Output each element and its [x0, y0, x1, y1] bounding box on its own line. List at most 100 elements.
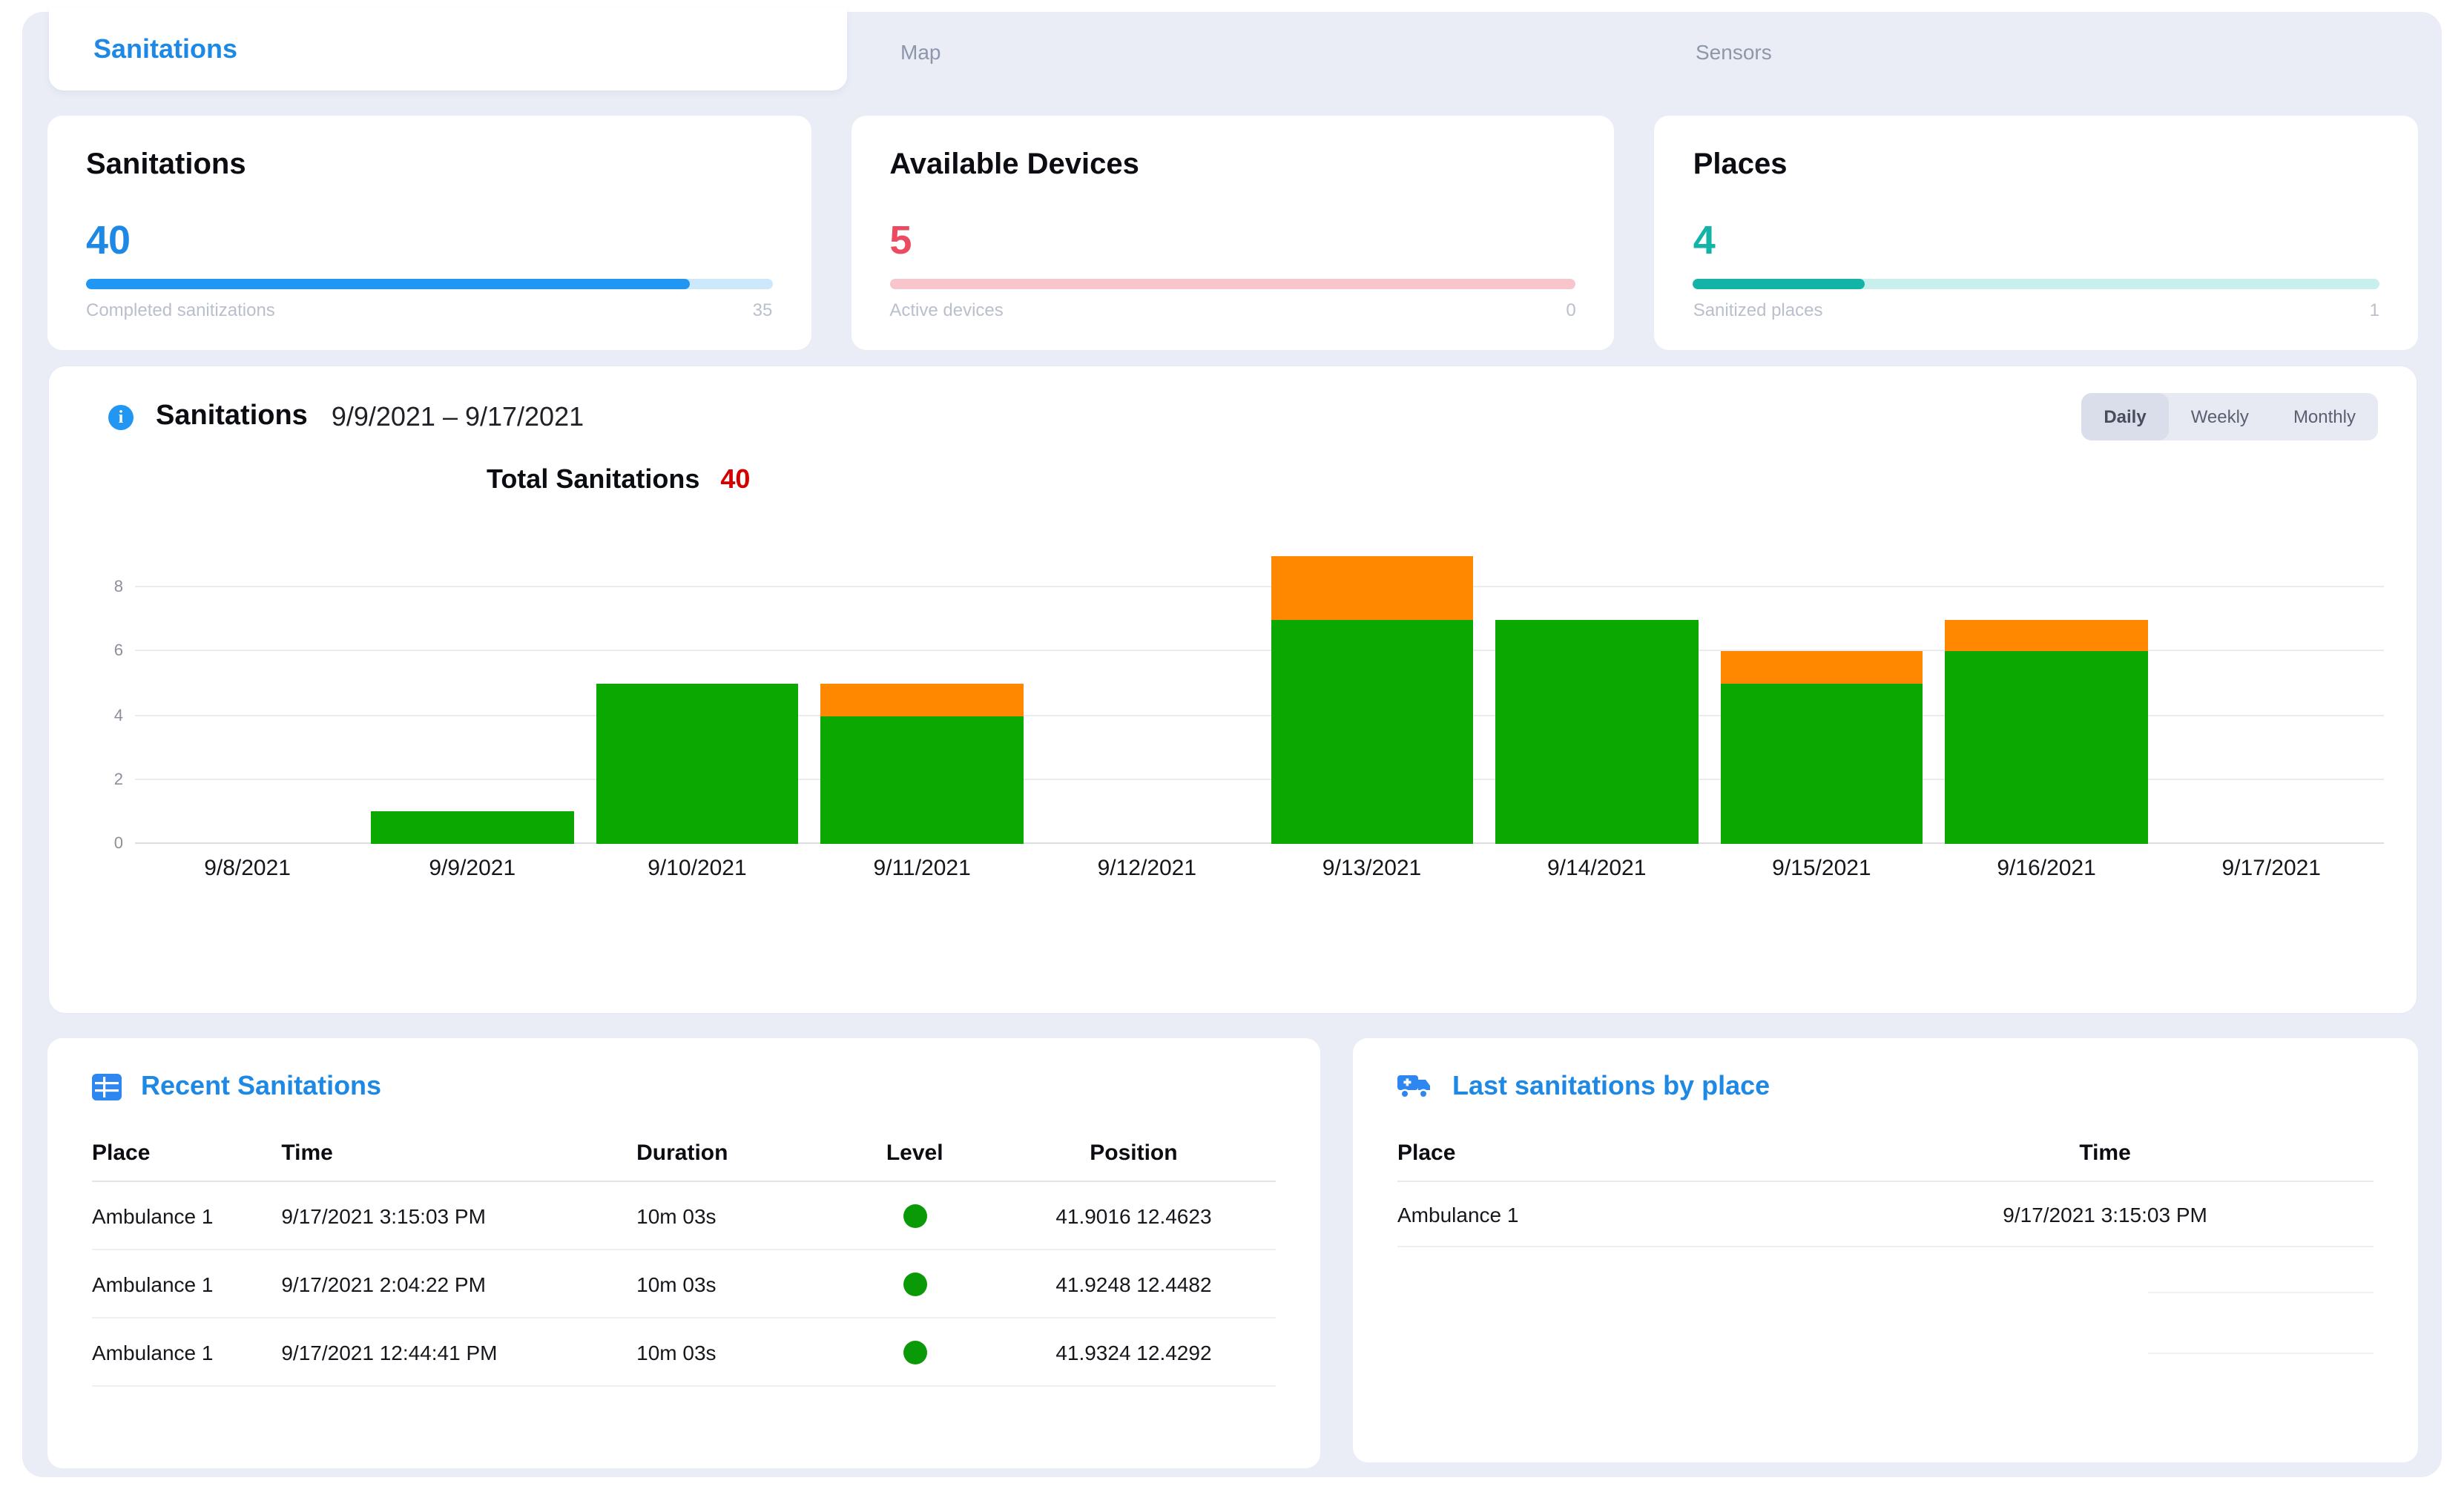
progress-track [889, 279, 1576, 289]
stat-card-title: Available Devices [889, 148, 1139, 181]
y-tick-label: 0 [113, 835, 123, 853]
cell-place: Ambulance 1 [1397, 1202, 1519, 1226]
main-panel: Sanitations Map Sensors Sanitations 4 0 C… [22, 7, 2442, 1477]
period-toggle: Daily Weekly Monthly [2081, 393, 2378, 440]
stat-card-footer-label: Completed sanitizations [86, 300, 275, 320]
bar-9/15/2021-partial[interactable] [1720, 651, 1923, 684]
table-row: Ambulance 1 9/17/2021 2:04:22 PM 10m 03s 41… [92, 1250, 1276, 1318]
bar-9/15/2021-completed[interactable] [1720, 684, 1923, 844]
toggle-monthly[interactable]: Monthly [2271, 393, 2378, 440]
toggle-weekly[interactable]: Weekly [2169, 393, 2271, 440]
bar-slot-9/11/2021 [810, 529, 1035, 844]
bar-slot-9/13/2021 [1259, 529, 1484, 844]
recent-sanitations-header: Recent Sanitations [92, 1071, 1276, 1102]
cell-duration: 10m 03s [636, 1204, 717, 1227]
x-label-9/9/2021: 9/9/2021 [429, 856, 516, 881]
cell-time: 9/17/2021 2:04:22 PM [281, 1272, 486, 1295]
bar-slot-9/9/2021 [360, 529, 584, 844]
last-by-place-head: Place Time [1397, 1141, 2374, 1182]
chart-header: i Sanitations 9/9/2021 – 9/17/2021 Daily… [49, 366, 2417, 440]
x-label-9/11/2021: 9/11/2021 [873, 856, 971, 881]
progress-track [86, 279, 773, 289]
x-label-9/15/2021: 9/15/2021 [1772, 856, 1871, 881]
progress-fill [889, 279, 1576, 289]
recent-sanitations-head: Place Time Duration Level Position [92, 1141, 1276, 1182]
stat-card-value: 4 [1693, 218, 1716, 263]
cell-position: 41.9016 12.4623 [1055, 1204, 1212, 1227]
stat-card-places: Places 4 Sanitized places 1 [1654, 116, 2419, 350]
chart-total-line: Total Sanitations 40 [487, 464, 2417, 495]
cell-place: Ambulance 1 [92, 1272, 214, 1295]
col-place: Place [92, 1141, 151, 1166]
x-label-9/16/2021: 9/16/2021 [1997, 856, 2096, 881]
bar-9/9/2021-completed[interactable] [371, 811, 574, 844]
stat-card-footer: Active devices 0 [889, 300, 1575, 320]
cell-position: 41.9248 12.4482 [1055, 1272, 1212, 1295]
tab-sanitations-label: Sanitations [93, 33, 238, 63]
table-icon [92, 1073, 122, 1100]
bar-slot-9/14/2021 [1484, 529, 1709, 844]
bar-slot-9/8/2021 [135, 529, 360, 844]
bar-9/10/2021-completed[interactable] [596, 684, 799, 844]
stat-card-footer-value: 35 [752, 300, 773, 320]
plot-area: 0 2 4 6 8 [114, 529, 2384, 853]
tab-map[interactable]: Map [900, 40, 941, 64]
level-dot [903, 1340, 927, 1364]
table-row: Ambulance 1 9/17/2021 3:15:03 PM 10m 03s 41… [92, 1182, 1276, 1250]
col-time: Time [2079, 1141, 2131, 1166]
recent-sanitations-card: Recent Sanitations Place Time Duration L… [47, 1038, 1320, 1468]
y-tick-label: 2 [113, 770, 123, 789]
bar-slot-9/15/2021 [1709, 529, 1934, 844]
cell-level [837, 1204, 991, 1227]
col-duration: Duration [636, 1141, 728, 1166]
col-position: Position [1090, 1141, 1178, 1166]
gridline-6 [135, 650, 2384, 652]
x-label-9/8/2021: 9/8/2021 [204, 856, 291, 881]
recent-sanitations-title: Recent Sanitations [141, 1071, 382, 1100]
cell-time: 9/17/2021 12:44:41 PM [281, 1340, 498, 1364]
stat-card-footer-label: Sanitized places [1693, 300, 1823, 320]
gridline-0 [135, 842, 2384, 844]
table-row: Ambulance 1 9/17/2021 12:44:41 PM 10m 03s 4… [92, 1318, 1276, 1387]
level-dot [903, 1272, 927, 1295]
cell-time: 9/17/2021 3:15:03 PM [2003, 1202, 2207, 1226]
progress-track [1693, 279, 2380, 289]
bar-9/16/2021-partial[interactable] [1945, 619, 2148, 652]
bar-9/11/2021-partial[interactable] [820, 684, 1024, 716]
bar-9/13/2021-completed[interactable] [1271, 619, 1473, 844]
cell-time: 9/17/2021 3:15:03 PM [281, 1204, 486, 1227]
col-time: Time [281, 1141, 333, 1166]
x-label-9/12/2021: 9/12/2021 [1097, 856, 1197, 881]
progress-fill [1693, 279, 1865, 289]
bar-9/13/2021-partial[interactable] [1271, 555, 1473, 620]
tab-sanitations[interactable]: Sanitations [49, 7, 847, 90]
toggle-daily[interactable]: Daily [2081, 393, 2169, 440]
stat-card-footer-label: Active devices [889, 300, 1004, 320]
info-icon[interactable]: i [108, 404, 134, 429]
cell-place: Ambulance 1 [92, 1204, 214, 1227]
bar-slot-9/17/2021 [2159, 529, 2384, 844]
stat-card-available-devices: Available Devices 5 Active devices 0 [851, 116, 1615, 350]
cell-position: 41.9324 12.4292 [1055, 1340, 1212, 1364]
bar-9/16/2021-completed[interactable] [1945, 651, 2148, 844]
chart-bars [135, 529, 2384, 844]
gridline-2 [135, 778, 2384, 780]
x-label-9/14/2021: 9/14/2021 [1546, 856, 1647, 881]
stat-card-title: Sanitations [86, 148, 246, 181]
sanitations-chart-card: i Sanitations 9/9/2021 – 9/17/2021 Daily… [47, 365, 2418, 1014]
bar-9/11/2021-completed[interactable] [820, 716, 1024, 844]
gridline-8 [135, 586, 2384, 588]
bar-slot-9/12/2021 [1035, 529, 1259, 844]
chart-title: Sanitations [156, 400, 308, 432]
empty-row-line [2148, 1292, 2374, 1293]
bar-9/14/2021-completed[interactable] [1495, 619, 1699, 844]
tab-sensors[interactable]: Sensors [1696, 40, 1772, 64]
last-by-place-card: Last sanitations by place Place Time Amb… [1353, 1038, 2418, 1462]
stat-card-title: Places [1693, 148, 1788, 181]
stat-card-value: 5 [889, 218, 912, 263]
chart-date-range: 9/9/2021 – 9/17/2021 [331, 401, 584, 431]
cell-level [837, 1272, 991, 1295]
last-by-place-header: Last sanitations by place [1397, 1071, 2374, 1102]
tab-bar: Sanitations Map Sensors [22, 7, 2442, 92]
